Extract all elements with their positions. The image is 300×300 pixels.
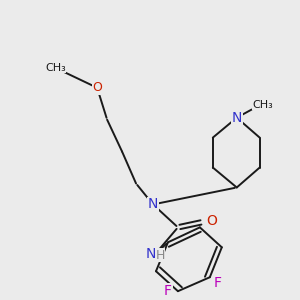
- Text: N: N: [148, 197, 158, 212]
- Text: O: O: [92, 81, 102, 94]
- Text: O: O: [206, 214, 217, 228]
- Text: CH₃: CH₃: [252, 100, 273, 110]
- Text: N: N: [232, 111, 242, 125]
- Text: F: F: [214, 276, 222, 290]
- Text: CH₃: CH₃: [45, 63, 66, 73]
- Text: F: F: [164, 284, 172, 298]
- Text: H: H: [155, 249, 165, 262]
- Text: N: N: [146, 247, 156, 261]
